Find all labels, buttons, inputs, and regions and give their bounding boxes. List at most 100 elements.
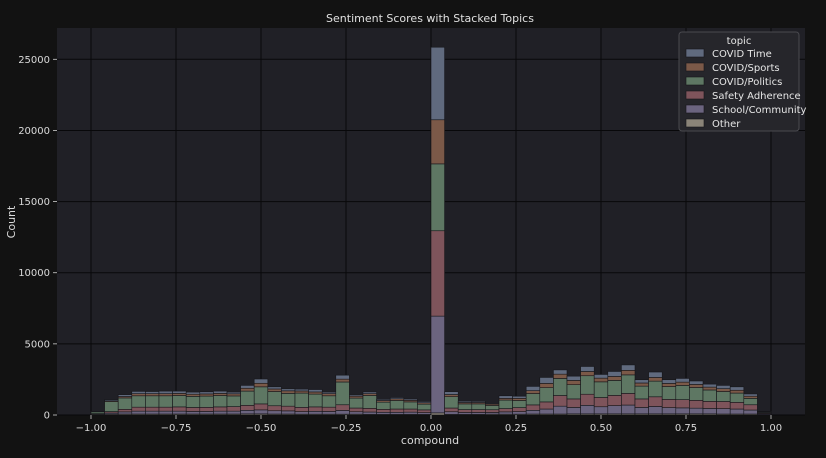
- histogram-bar: [145, 410, 160, 415]
- histogram-bar: [226, 410, 241, 415]
- histogram-bar: [199, 393, 214, 397]
- histogram-bar: [335, 374, 350, 380]
- histogram-bar: [172, 395, 187, 408]
- histogram-bar: [335, 404, 350, 411]
- histogram-bar: [498, 408, 513, 413]
- histogram-bar: [525, 393, 541, 406]
- histogram-bar: [675, 407, 690, 415]
- histogram-bar: [267, 391, 282, 407]
- histogram-bar: [240, 405, 255, 411]
- histogram-bar: [743, 393, 758, 397]
- histogram-bar: [512, 398, 527, 401]
- axes: −1.00 −0.75 −0.50 −0.25 0.00 0.25 0.50 0.75 1.00…: [18, 55, 782, 434]
- bars: [90, 46, 772, 416]
- histogram-bar: [321, 395, 337, 408]
- histogram-bar: [253, 386, 269, 405]
- histogram-bar: [661, 379, 677, 384]
- histogram-bar: [566, 375, 581, 381]
- histogram-bar: [362, 391, 377, 394]
- histogram-bar: [580, 375, 595, 395]
- histogram-bar: [281, 410, 296, 415]
- histogram-bar: [226, 393, 241, 397]
- x-tick-label: 0.25: [505, 423, 527, 434]
- histogram-bar: [675, 381, 690, 386]
- histogram-bar: [321, 411, 337, 415]
- histogram-bar: [226, 395, 241, 407]
- histogram-bar: [471, 409, 486, 413]
- histogram-bar: [240, 387, 255, 392]
- histogram-bar: [185, 407, 201, 412]
- histogram-bar: [621, 364, 636, 371]
- histogram-bar: [335, 410, 350, 415]
- histogram-bar: [716, 385, 731, 389]
- histogram-bar: [648, 380, 663, 398]
- legend-label: Safety Adherence: [712, 91, 801, 102]
- histogram-bar: [539, 387, 554, 403]
- histogram-bar: [213, 406, 228, 412]
- histogram-bar: [389, 400, 405, 410]
- histogram-bar: [553, 405, 568, 415]
- histogram-bar: [185, 411, 201, 415]
- histogram-bar: [566, 398, 581, 408]
- histogram-bar: [498, 395, 513, 399]
- histogram-bar: [566, 384, 581, 400]
- histogram-bar: [648, 377, 663, 382]
- histogram-bar: [553, 369, 568, 375]
- histogram-bar: [131, 393, 146, 397]
- histogram-bar: [607, 376, 622, 381]
- histogram-bar: [131, 395, 146, 408]
- histogram-bar: [117, 411, 133, 415]
- histogram-bar: [213, 390, 228, 394]
- histogram-bar: [199, 391, 214, 395]
- histogram-bar: [158, 406, 173, 412]
- histogram-bar: [145, 406, 160, 412]
- histogram-bar: [335, 378, 350, 383]
- histogram-bar: [267, 386, 282, 390]
- histogram-bar: [185, 391, 201, 395]
- histogram-bar: [389, 408, 405, 413]
- histogram-bar: [457, 403, 473, 410]
- histogram-bar: [539, 401, 554, 410]
- histogram-bar: [294, 388, 309, 392]
- histogram-bar: [117, 394, 133, 397]
- histogram-bar: [444, 407, 459, 413]
- histogram-bar: [267, 405, 282, 412]
- y-tick-label: 5000: [25, 339, 50, 350]
- histogram-bar: [158, 390, 173, 394]
- histogram-bar: [689, 400, 704, 409]
- histogram-bar: [376, 401, 391, 410]
- histogram-bar: [621, 374, 636, 394]
- histogram-bar: [308, 389, 323, 393]
- histogram-bar: [145, 393, 160, 397]
- legend: topic COVID Time COVID/Sports COVID/Politi…: [678, 31, 807, 132]
- histogram-bar: [743, 395, 758, 399]
- histogram-bar: [308, 393, 323, 408]
- histogram-bar: [621, 393, 636, 406]
- legend-label: School/Community: [712, 105, 807, 116]
- histogram-bar: [362, 408, 377, 413]
- histogram-bar: [281, 390, 296, 394]
- histogram-bar: [661, 386, 677, 400]
- histogram-bar: [607, 395, 622, 406]
- histogram-bar: [226, 391, 241, 395]
- histogram-bar: [199, 411, 214, 415]
- histogram-bar: [702, 389, 717, 402]
- histogram-bar: [471, 401, 486, 403]
- histogram-bar: [661, 383, 677, 387]
- histogram-bar: [648, 371, 663, 378]
- histogram-bar: [485, 405, 500, 411]
- histogram-bar: [471, 403, 486, 410]
- x-tick-label: −1.00: [76, 423, 107, 434]
- histogram-bar: [485, 403, 500, 405]
- legend-label: COVID/Politics: [712, 77, 782, 88]
- histogram-bar: [281, 393, 296, 407]
- legend-label: COVID Time: [712, 49, 772, 60]
- y-tick-label: 0: [44, 411, 50, 422]
- histogram-bar: [716, 388, 731, 392]
- histogram-bar: [634, 379, 649, 384]
- histogram-bar: [226, 406, 241, 412]
- histogram-bar: [553, 395, 568, 407]
- histogram-bar: [104, 401, 119, 412]
- histogram-bar: [702, 386, 717, 391]
